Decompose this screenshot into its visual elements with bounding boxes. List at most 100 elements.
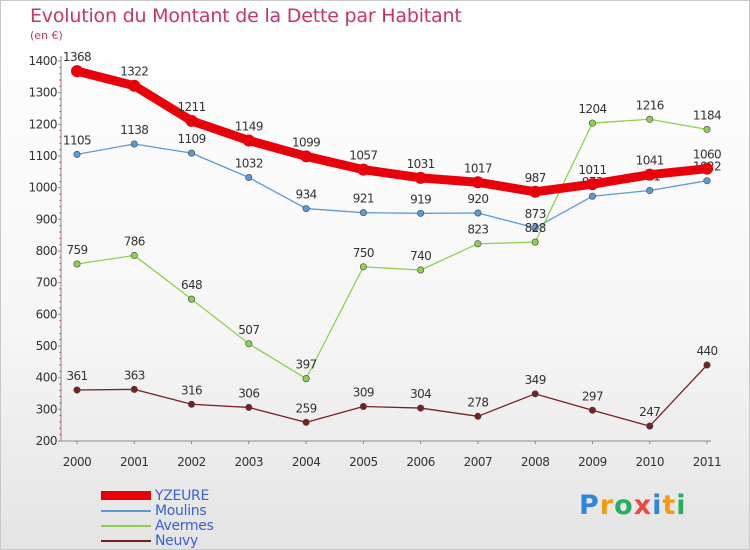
- series-line-moulins: [76, 143, 708, 229]
- data-point-yzeure: [357, 163, 370, 176]
- data-label-avermes: 1204: [578, 102, 606, 116]
- y-tick-label: 1000: [28, 181, 57, 195]
- x-tick-label: 2006: [406, 455, 435, 469]
- data-label-avermes: 1184: [693, 108, 721, 122]
- data-point-avermes: [588, 119, 596, 127]
- x-tick-label: 2001: [120, 455, 149, 469]
- chart-subtitle: (en €): [30, 29, 63, 42]
- x-tick-label: 2010: [635, 455, 664, 469]
- data-label-moulins: 1109: [177, 132, 205, 146]
- data-label-yzeure: 987: [525, 171, 546, 185]
- data-point-neuvy: [474, 412, 482, 420]
- data-point-neuvy: [188, 400, 196, 408]
- data-point-neuvy: [588, 406, 596, 414]
- data-point-yzeure: [701, 162, 713, 175]
- legend-item-moulins: Moulins: [101, 503, 214, 518]
- data-point-moulins: [703, 177, 711, 185]
- logo-letter: x: [633, 490, 653, 521]
- proxiti-logo: Proxiti: [579, 490, 687, 521]
- data-point-neuvy: [646, 422, 654, 430]
- data-point-avermes: [188, 295, 196, 303]
- y-tick-label: 1100: [28, 149, 57, 163]
- x-tick-label: 2000: [63, 455, 92, 469]
- data-point-avermes: [417, 266, 425, 274]
- data-label-avermes: 1216: [636, 98, 664, 112]
- data-label-moulins: 934: [296, 188, 317, 202]
- data-label-avermes: 823: [467, 223, 488, 237]
- logo-letter: i: [676, 490, 687, 521]
- data-point-neuvy: [302, 418, 310, 426]
- y-tick-label: 1400: [28, 54, 57, 68]
- data-label-yzeure: 1011: [578, 163, 606, 177]
- legend-label: Avermes: [155, 517, 214, 534]
- data-point-moulins: [130, 140, 138, 148]
- data-point-avermes: [474, 240, 482, 248]
- x-tick-label: 2008: [521, 455, 550, 469]
- data-point-avermes: [130, 251, 138, 259]
- logo-letter: i: [652, 490, 663, 521]
- data-label-neuvy: 247: [639, 405, 660, 419]
- data-point-neuvy: [245, 403, 253, 411]
- x-tick-label: 2007: [464, 455, 493, 469]
- data-label-yzeure: 1017: [464, 161, 492, 175]
- legend-item-yzeure: YZEURE: [101, 488, 214, 503]
- x-tick-label: 2004: [292, 455, 321, 469]
- data-label-moulins: 921: [353, 192, 374, 206]
- series-line-yzeure: [72, 66, 712, 197]
- data-point-neuvy: [703, 361, 711, 369]
- data-point-yzeure: [71, 65, 83, 78]
- y-tick-label: 200: [36, 434, 57, 448]
- data-point-neuvy: [531, 390, 539, 398]
- data-label-yzeure: 1099: [292, 135, 320, 149]
- data-point-moulins: [188, 149, 196, 157]
- legend-swatch: [101, 509, 151, 512]
- legend-swatch: [101, 524, 151, 527]
- data-label-avermes: 648: [181, 278, 202, 292]
- data-point-avermes: [245, 340, 253, 348]
- legend-item-neuvy: Neuvy: [101, 533, 214, 548]
- y-tick-label: 700: [36, 276, 57, 290]
- data-point-avermes: [302, 375, 310, 383]
- logo-letter: P: [579, 490, 600, 521]
- data-point-neuvy: [417, 404, 425, 412]
- data-point-moulins: [588, 192, 596, 200]
- logo-letter: r: [599, 490, 615, 521]
- data-label-moulins: 1138: [120, 123, 148, 137]
- data-point-moulins: [646, 187, 654, 195]
- data-label-yzeure: 1041: [636, 154, 664, 168]
- data-point-yzeure: [128, 79, 141, 92]
- data-label-avermes: 759: [66, 243, 87, 257]
- data-label-neuvy: 278: [467, 395, 488, 409]
- data-label-neuvy: 309: [353, 385, 374, 399]
- data-point-yzeure: [529, 185, 542, 198]
- data-point-yzeure: [242, 134, 255, 147]
- data-label-yzeure: 1368: [63, 50, 91, 64]
- data-label-avermes: 750: [353, 246, 374, 260]
- x-tick-label: 2005: [349, 455, 378, 469]
- series-line-avermes: [76, 118, 708, 380]
- data-point-yzeure: [414, 171, 427, 184]
- data-point-neuvy: [73, 386, 81, 394]
- data-label-neuvy: 297: [582, 389, 603, 403]
- data-point-yzeure: [185, 114, 198, 127]
- data-label-yzeure: 1060: [693, 148, 721, 162]
- legend-swatch: [101, 539, 151, 542]
- y-tick-label: 300: [36, 402, 57, 416]
- data-label-neuvy: 306: [238, 386, 259, 400]
- data-point-moulins: [474, 209, 482, 217]
- data-point-yzeure: [471, 176, 484, 189]
- y-tick-label: 600: [36, 307, 57, 321]
- x-tick-label: 2011: [693, 455, 722, 469]
- data-label-neuvy: 259: [296, 401, 317, 415]
- data-label-avermes: 828: [525, 221, 546, 235]
- data-point-avermes: [531, 238, 539, 246]
- logo-letter: o: [614, 490, 634, 521]
- chart-title: Evolution du Montant de la Dette par Hab…: [30, 5, 462, 27]
- data-point-neuvy: [359, 402, 367, 410]
- data-point-avermes: [646, 115, 654, 123]
- data-label-moulins: 1105: [63, 133, 91, 147]
- data-point-avermes: [73, 260, 81, 268]
- legend-label: Neuvy: [155, 532, 199, 549]
